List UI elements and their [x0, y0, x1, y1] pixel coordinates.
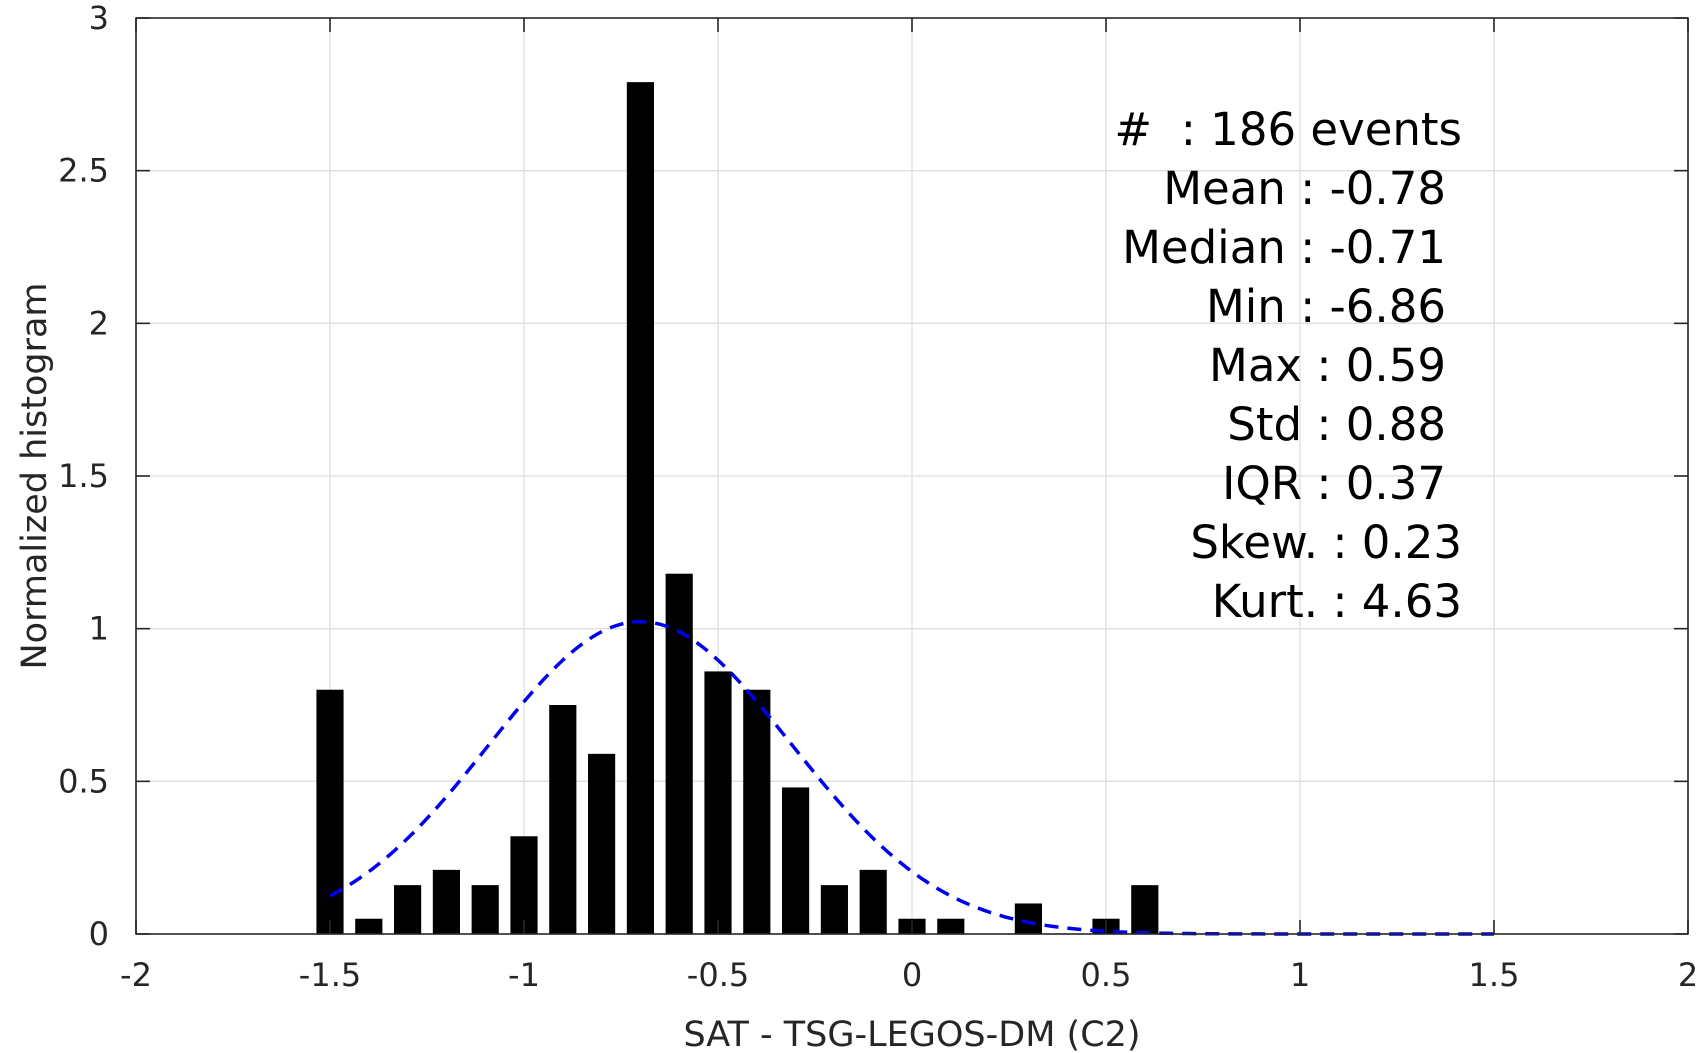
bar-3 — [432, 869, 460, 934]
bar-10 — [704, 671, 732, 934]
stat-iqr: IQR : 0.37 — [1222, 457, 1446, 510]
bar-2 — [394, 885, 422, 934]
bar-7 — [588, 753, 616, 934]
stat-skew: Skew. : 0.23 — [1190, 516, 1462, 569]
x-axis-label: SAT - TSG-LEGOS-DM (C2) — [683, 1015, 1140, 1053]
stat-count: # : 186 events — [1114, 103, 1462, 156]
x-tick-label-4: 0 — [902, 956, 922, 994]
stat-std: Std : 0.88 — [1227, 398, 1446, 451]
y-tick-label-2: 1 — [89, 610, 109, 648]
bar-9 — [665, 573, 693, 934]
x-tick-label-0: -2 — [120, 956, 152, 994]
y-tick-label-4: 2 — [89, 304, 109, 342]
bar-8 — [626, 82, 654, 935]
y-tick-label-1: 0.5 — [58, 762, 109, 800]
bar-19 — [1131, 885, 1159, 934]
bar-12 — [782, 787, 810, 934]
tick-marks — [135, 17, 1689, 935]
x-tick-labels: -2 -1.5 -1 -0.5 0 0.5 1 1.5 2 — [120, 956, 1698, 994]
histogram-bars — [316, 82, 1159, 935]
y-tick-label-0: 0 — [89, 915, 109, 953]
bar-17 — [1014, 903, 1042, 934]
y-tick-label-6: 3 — [89, 0, 109, 37]
x-tick-label-1: -1.5 — [299, 956, 361, 994]
stat-mean: Mean : -0.78 — [1163, 162, 1446, 215]
bar-11 — [743, 689, 771, 934]
stat-kurt: Kurt. : 4.63 — [1212, 575, 1462, 628]
grid-lines — [136, 18, 1688, 934]
stat-min: Min : -6.86 — [1206, 280, 1446, 333]
bar-5 — [510, 836, 538, 934]
x-tick-label-6: 1 — [1290, 956, 1310, 994]
bar-6 — [549, 705, 577, 934]
bar-1 — [355, 918, 383, 934]
x-tick-label-2: -1 — [508, 956, 540, 994]
x-tick-label-7: 1.5 — [1469, 956, 1520, 994]
x-tick-label-3: -0.5 — [687, 956, 749, 994]
x-tick-label-5: 0.5 — [1081, 956, 1132, 994]
y-tick-label-5: 2.5 — [58, 152, 109, 190]
y-tick-labels: 0 0.5 1 1.5 2 2.5 3 — [58, 0, 109, 953]
x-tick-label-8: 2 — [1678, 956, 1698, 994]
stat-median: Median : -0.71 — [1122, 221, 1446, 274]
bar-14 — [859, 869, 887, 934]
stats-annotation: # : 186 events Mean : -0.78 Median : -0.… — [1114, 103, 1462, 628]
bar-4 — [471, 885, 499, 934]
bar-13 — [820, 885, 848, 934]
bar-0 — [316, 689, 344, 934]
y-axis-label: Normalized histogram — [15, 282, 55, 669]
bar-16 — [937, 918, 965, 934]
stat-max: Max : 0.59 — [1209, 339, 1446, 392]
y-tick-label-3: 1.5 — [58, 457, 109, 495]
